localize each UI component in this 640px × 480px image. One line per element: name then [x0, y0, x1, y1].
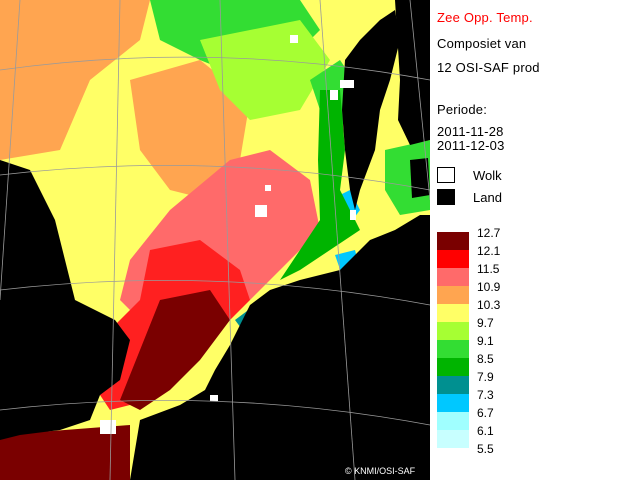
scale-color-cell	[437, 376, 469, 394]
scale-color-cell	[437, 322, 469, 340]
scale-tick-label: 10.3	[477, 298, 501, 312]
scale-tick-label: 6.1	[477, 424, 494, 438]
scale-color-cell	[437, 394, 469, 412]
legend-subtitle-line2: 12 OSI-SAF prod	[437, 60, 540, 75]
cloud-label: Wolk	[473, 167, 502, 183]
legend-subtitle-line1: Composiet van	[437, 36, 527, 51]
land-great-britain	[0, 160, 130, 440]
sea-zone-green-center	[200, 20, 330, 120]
legend-cloud-entry: Wolk	[437, 166, 502, 184]
scale-tick-label: 7.9	[477, 370, 494, 384]
land-swatch	[437, 189, 455, 205]
cloud-swatch	[437, 167, 455, 183]
land-label: Land	[473, 189, 502, 205]
scale-tick-label: 9.7	[477, 316, 494, 330]
scale-color-cell	[437, 430, 469, 448]
scale-tick-label: 12.1	[477, 244, 501, 258]
scale-color-cell	[437, 286, 469, 304]
scale-tick-label: 11.5	[477, 262, 500, 276]
land-continent	[130, 215, 430, 480]
legend-panel: Zee Opp. Temp. Composiet van 12 OSI-SAF …	[430, 0, 640, 480]
scale-tick-label: 8.5	[477, 352, 494, 366]
scale-tick-label: 6.7	[477, 406, 494, 420]
scale-color-cell	[437, 232, 469, 250]
land-zealand	[410, 158, 430, 198]
sea-zone-dark-red	[120, 290, 230, 410]
period-label: Periode:	[437, 102, 488, 117]
copyright-text: © KNMI/OSI-SAF	[345, 466, 416, 476]
legend-title: Zee Opp. Temp.	[437, 10, 533, 25]
scale-tick-label: 9.1	[477, 334, 494, 348]
sea-zone-green-coast	[280, 90, 360, 280]
period-start-date: 2011-11-28	[437, 124, 504, 139]
scale-color-cell	[437, 340, 469, 358]
scale-tick-label: 7.3	[477, 388, 494, 402]
scale-color-cell	[437, 304, 469, 322]
legend-land-entry: Land	[437, 188, 502, 206]
scale-color-cell	[437, 412, 469, 430]
sea-zone-orange-north	[0, 0, 150, 160]
sea-zone-dark-red-channel	[0, 425, 130, 480]
map-canvas	[0, 0, 430, 480]
scale-tick-label: 5.5	[477, 442, 494, 456]
scale-color-cell	[437, 268, 469, 286]
scale-tick-label: 10.9	[477, 280, 501, 294]
period-end-date: 2011-12-03	[437, 138, 505, 153]
scale-color-cell	[437, 358, 469, 376]
sea-temperature-map: © KNMI/OSI-SAF	[0, 0, 430, 480]
cloud-patches	[100, 35, 356, 434]
scale-color-cell	[437, 250, 469, 268]
scale-tick-label: 12.7	[477, 226, 501, 240]
graticule	[0, 0, 430, 480]
land-jutland	[342, 10, 400, 210]
